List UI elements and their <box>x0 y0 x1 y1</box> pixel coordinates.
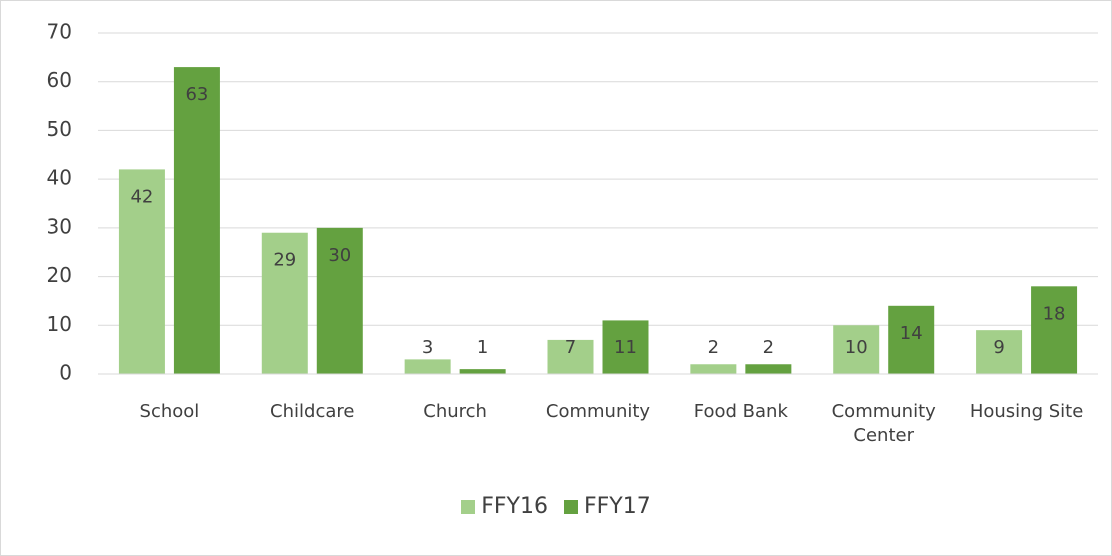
y-tick-label: 40 <box>47 166 72 190</box>
data-label: 29 <box>273 250 296 271</box>
bar <box>690 364 737 374</box>
y-tick-label: 30 <box>47 214 72 238</box>
data-label: 3 <box>422 337 433 358</box>
x-tick-label: Childcare <box>270 401 355 422</box>
data-label: 18 <box>1043 303 1066 324</box>
legend-label: FFY17 <box>584 494 651 519</box>
y-tick-label: 60 <box>47 68 72 92</box>
y-tick-label: 70 <box>47 20 72 44</box>
data-label: 11 <box>614 337 637 358</box>
data-label: 14 <box>900 323 923 344</box>
y-tick-label: 0 <box>59 361 72 385</box>
bar <box>404 359 451 374</box>
y-tick-label: 50 <box>47 117 72 141</box>
bar <box>459 369 506 374</box>
x-tick-label: Community <box>545 401 651 422</box>
x-tick-label: Community Center <box>831 401 936 446</box>
bar <box>261 232 308 374</box>
data-label: 2 <box>763 337 774 358</box>
legend-swatch <box>461 499 476 514</box>
bar <box>547 339 594 374</box>
legend-item: FFY17 <box>564 494 651 519</box>
data-label: 10 <box>845 337 868 358</box>
data-label: 30 <box>328 245 351 266</box>
data-label: 7 <box>565 337 576 358</box>
bar <box>118 169 165 374</box>
x-tick-label: School <box>139 401 200 422</box>
y-tick-label: 20 <box>47 263 72 287</box>
bar <box>602 320 649 374</box>
bar <box>833 325 880 374</box>
y-tick-label: 10 <box>47 312 72 336</box>
bar <box>173 67 220 374</box>
data-label: 1 <box>477 337 488 358</box>
data-label: 9 <box>993 337 1004 358</box>
x-tick-label: Food Bank <box>693 401 788 422</box>
legend-item: FFY16 <box>461 494 548 519</box>
legend: FFY16 FFY17 <box>0 494 1112 519</box>
x-tick-label: Church <box>423 401 487 422</box>
data-label: 2 <box>708 337 719 358</box>
bar <box>316 227 363 374</box>
bar <box>888 305 935 374</box>
bar <box>1031 286 1078 374</box>
x-tick-label: Housing Site <box>969 401 1084 422</box>
bar <box>745 364 792 374</box>
data-label: 42 <box>130 186 153 207</box>
bar <box>976 330 1023 374</box>
legend-swatch <box>564 499 578 514</box>
legend-label: FFY16 <box>481 494 548 519</box>
data-label: 63 <box>185 84 208 105</box>
